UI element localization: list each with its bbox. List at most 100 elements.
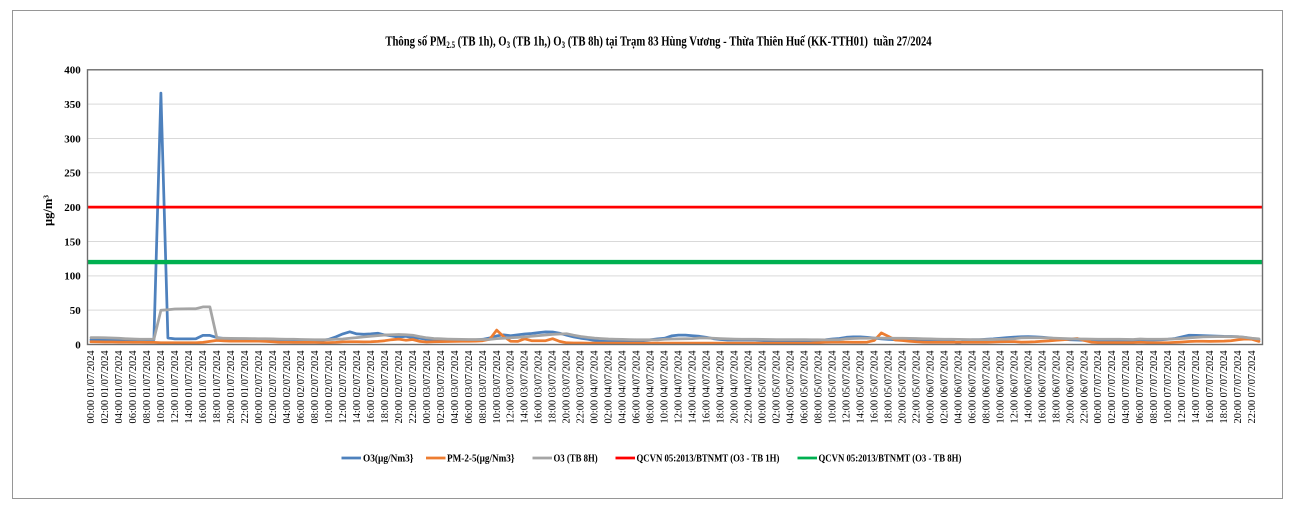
svg-text:08:00 06/07/2024: 08:00 06/07/2024 [981,351,992,424]
svg-text:16:00 05/07/2024: 16:00 05/07/2024 [869,351,880,424]
svg-text:18:00 01/07/2024: 18:00 01/07/2024 [212,351,223,424]
svg-text:04:00 01/07/2024: 04:00 01/07/2024 [114,351,125,424]
svg-text:14:00 04/07/2024: 14:00 04/07/2024 [688,351,699,424]
svg-text:02:00 06/07/2024: 02:00 06/07/2024 [939,351,950,424]
svg-text:20:00 01/07/2024: 20:00 01/07/2024 [226,351,237,424]
svg-text:08:00 01/07/2024: 08:00 01/07/2024 [142,351,153,424]
svg-text:22:00 07/07/2024: 22:00 07/07/2024 [1247,351,1258,424]
svg-text:12:00 05/07/2024: 12:00 05/07/2024 [842,351,853,424]
svg-text:06:00 01/07/2024: 06:00 01/07/2024 [128,351,139,424]
svg-text:00:00 02/07/2024: 00:00 02/07/2024 [254,351,265,424]
svg-text:02:00 02/07/2024: 02:00 02/07/2024 [268,351,279,424]
svg-text:18:00 07/07/2024: 18:00 07/07/2024 [1219,351,1230,424]
svg-text:400: 400 [64,65,81,77]
svg-text:10:00 01/07/2024: 10:00 01/07/2024 [156,351,167,424]
svg-text:02:00 01/07/2024: 02:00 01/07/2024 [100,351,111,424]
svg-text:18:00 03/07/2024: 18:00 03/07/2024 [548,351,559,424]
svg-text:08:00 04/07/2024: 08:00 04/07/2024 [646,351,657,424]
svg-text:02:00 03/07/2024: 02:00 03/07/2024 [436,351,447,424]
svg-text:14:00 05/07/2024: 14:00 05/07/2024 [855,351,866,424]
svg-text:16:00 03/07/2024: 16:00 03/07/2024 [534,351,545,424]
svg-text:100: 100 [64,271,81,283]
svg-text:16:00 07/07/2024: 16:00 07/07/2024 [1205,351,1216,424]
svg-text:22:00 02/07/2024: 22:00 02/07/2024 [408,351,419,424]
svg-text:0: 0 [75,339,81,351]
svg-text:20:00 04/07/2024: 20:00 04/07/2024 [730,351,741,424]
svg-text:06:00 07/07/2024: 06:00 07/07/2024 [1135,351,1146,424]
svg-text:00:00 07/07/2024: 00:00 07/07/2024 [1093,351,1104,424]
svg-text:QCVN 05:2013/BTNMT (O3 - TB 8H: QCVN 05:2013/BTNMT (O3 - TB 8H) [819,454,962,465]
svg-text:300: 300 [64,133,81,145]
svg-text:08:00 03/07/2024: 08:00 03/07/2024 [478,351,489,424]
svg-text:22:00 05/07/2024: 22:00 05/07/2024 [911,351,922,424]
svg-text:08:00 05/07/2024: 08:00 05/07/2024 [814,351,825,424]
svg-text:20:00 06/07/2024: 20:00 06/07/2024 [1065,351,1076,424]
svg-text:200: 200 [64,202,81,214]
svg-text:06:00 03/07/2024: 06:00 03/07/2024 [464,351,475,424]
svg-text:18:00 05/07/2024: 18:00 05/07/2024 [883,351,894,424]
svg-text:14:00 07/07/2024: 14:00 07/07/2024 [1191,351,1202,424]
svg-text:20:00 03/07/2024: 20:00 03/07/2024 [562,351,573,424]
svg-text:02:00 04/07/2024: 02:00 04/07/2024 [604,351,615,424]
svg-text:10:00 05/07/2024: 10:00 05/07/2024 [828,351,839,424]
svg-text:02:00 07/07/2024: 02:00 07/07/2024 [1107,351,1118,424]
svg-text:04:00 06/07/2024: 04:00 06/07/2024 [953,351,964,424]
svg-text:12:00 04/07/2024: 12:00 04/07/2024 [674,351,685,424]
svg-text:04:00 07/07/2024: 04:00 07/07/2024 [1121,351,1132,424]
svg-text:10:00 02/07/2024: 10:00 02/07/2024 [324,351,335,424]
svg-text:10:00 06/07/2024: 10:00 06/07/2024 [995,351,1006,424]
svg-text:00:00 03/07/2024: 00:00 03/07/2024 [422,351,433,424]
svg-text:18:00 04/07/2024: 18:00 04/07/2024 [716,351,727,424]
svg-text:06:00 04/07/2024: 06:00 04/07/2024 [632,351,643,424]
svg-text:06:00 02/07/2024: 06:00 02/07/2024 [296,351,307,424]
svg-text:06:00 05/07/2024: 06:00 05/07/2024 [800,351,811,424]
svg-text:06:00 06/07/2024: 06:00 06/07/2024 [967,351,978,424]
svg-text:00:00 05/07/2024: 00:00 05/07/2024 [758,351,769,424]
svg-text:20:00 07/07/2024: 20:00 07/07/2024 [1233,351,1244,424]
svg-text:14:00 06/07/2024: 14:00 06/07/2024 [1023,351,1034,424]
svg-text:16:00 04/07/2024: 16:00 04/07/2024 [702,351,713,424]
svg-text:20:00 02/07/2024: 20:00 02/07/2024 [394,351,405,424]
svg-text:PM-2-5(µg/Nm3}: PM-2-5(µg/Nm3} [447,454,515,465]
svg-text:00:00 04/07/2024: 00:00 04/07/2024 [590,351,601,424]
svg-text:12:00 07/07/2024: 12:00 07/07/2024 [1177,351,1188,424]
svg-text:16:00 06/07/2024: 16:00 06/07/2024 [1037,351,1048,424]
svg-text:12:00 02/07/2024: 12:00 02/07/2024 [338,351,349,424]
svg-text:50: 50 [70,305,82,317]
svg-text:22:00 06/07/2024: 22:00 06/07/2024 [1079,351,1090,424]
svg-text:04:00 04/07/2024: 04:00 04/07/2024 [618,351,629,424]
svg-text:O3(µg/Nm3}: O3(µg/Nm3} [363,454,413,465]
svg-text:16:00 02/07/2024: 16:00 02/07/2024 [366,351,377,424]
svg-text:22:00 01/07/2024: 22:00 01/07/2024 [240,351,251,424]
svg-text:08:00 02/07/2024: 08:00 02/07/2024 [310,351,321,424]
svg-text:14:00 03/07/2024: 14:00 03/07/2024 [520,351,531,424]
svg-text:10:00 07/07/2024: 10:00 07/07/2024 [1163,351,1174,424]
svg-text:02:00 05/07/2024: 02:00 05/07/2024 [772,351,783,424]
svg-text:00:00 01/07/2024: 00:00 01/07/2024 [86,351,97,424]
svg-text:22:00 03/07/2024: 22:00 03/07/2024 [576,351,587,424]
svg-text:22:00 04/07/2024: 22:00 04/07/2024 [744,351,755,424]
svg-text:Thông số PM2.5 (TB 1h), O3 (TB: Thông số PM2.5 (TB 1h), O3 (TB 1h,) O3 (… [385,33,931,50]
svg-text:04:00 02/07/2024: 04:00 02/07/2024 [282,351,293,424]
svg-text:12:00 03/07/2024: 12:00 03/07/2024 [506,351,517,424]
svg-text:O3 (TB 8H): O3 (TB 8H) [554,454,598,465]
svg-text:250: 250 [64,168,81,180]
svg-text:00:00 06/07/2024: 00:00 06/07/2024 [925,351,936,424]
svg-text:350: 350 [64,99,81,111]
svg-text:14:00 02/07/2024: 14:00 02/07/2024 [352,351,363,424]
svg-text:10:00 03/07/2024: 10:00 03/07/2024 [492,351,503,424]
svg-text:18:00 06/07/2024: 18:00 06/07/2024 [1051,351,1062,424]
svg-text:µg/m3: µg/m3 [41,195,55,226]
svg-text:18:00 02/07/2024: 18:00 02/07/2024 [380,351,391,424]
svg-text:04:00 03/07/2024: 04:00 03/07/2024 [450,351,461,424]
svg-text:16:00 01/07/2024: 16:00 01/07/2024 [198,351,209,424]
svg-text:08:00 07/07/2024: 08:00 07/07/2024 [1149,351,1160,424]
svg-text:04:00 05/07/2024: 04:00 05/07/2024 [786,351,797,424]
svg-text:12:00 01/07/2024: 12:00 01/07/2024 [170,351,181,424]
svg-text:12:00 06/07/2024: 12:00 06/07/2024 [1009,351,1020,424]
svg-text:14:00 01/07/2024: 14:00 01/07/2024 [184,351,195,424]
svg-text:20:00 05/07/2024: 20:00 05/07/2024 [897,351,908,424]
svg-text:150: 150 [64,236,81,248]
svg-text:QCVN 05:2013/BTNMT (O3 - TB 1H: QCVN 05:2013/BTNMT (O3 - TB 1H) [637,454,780,465]
svg-text:10:00 04/07/2024: 10:00 04/07/2024 [660,351,671,424]
